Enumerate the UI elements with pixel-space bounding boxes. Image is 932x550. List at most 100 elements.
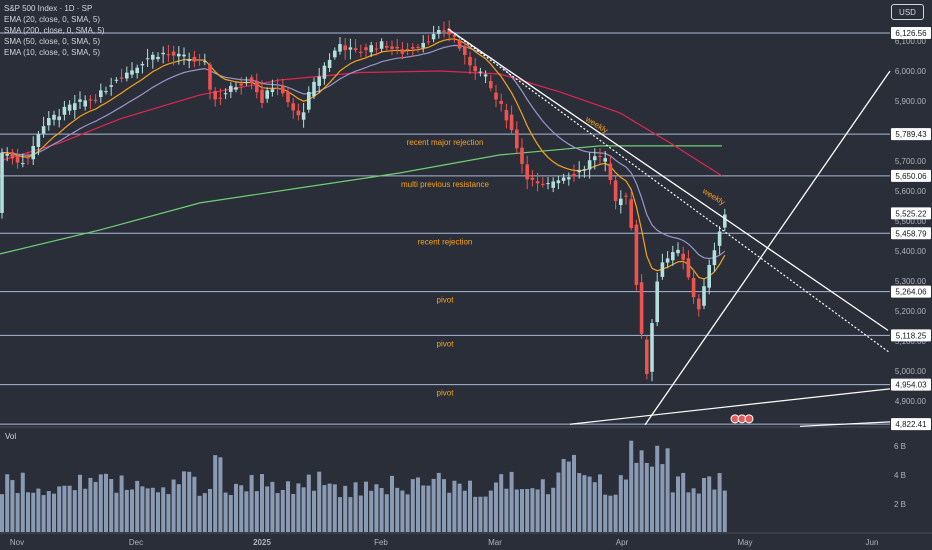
- level-annotation: recent major rejection: [407, 138, 484, 147]
- candle-body: [463, 46, 467, 55]
- volume-bar: [410, 479, 415, 532]
- candle-body: [239, 83, 243, 86]
- candle-body: [192, 56, 197, 62]
- volume-bar: [280, 489, 285, 532]
- volume-bar: [145, 488, 150, 532]
- volume-bar: [223, 492, 228, 532]
- volume-bar: [364, 481, 368, 532]
- volume-bar: [546, 494, 550, 532]
- candle-body: [234, 87, 238, 90]
- volume-bar: [556, 472, 561, 532]
- volume-bar: [15, 493, 20, 532]
- candle-body: [416, 46, 420, 48]
- candle-body: [442, 30, 446, 32]
- candle-body: [634, 224, 639, 285]
- candle-body: [697, 298, 701, 310]
- candle-body: [343, 45, 347, 51]
- level-badge: [891, 227, 931, 240]
- volume-bar: [639, 450, 644, 532]
- volume-bar: [109, 478, 114, 532]
- volume-tick-label: 6 B: [894, 442, 906, 451]
- sma50-line: [0, 70, 723, 177]
- volume-bar: [150, 487, 155, 532]
- candle-body: [36, 134, 41, 147]
- candle-body: [187, 59, 191, 61]
- candle-body: [603, 158, 607, 162]
- volume-bar: [572, 454, 576, 532]
- volume-bar: [457, 483, 462, 532]
- volume-bar: [275, 493, 280, 532]
- volume-bar: [228, 494, 233, 532]
- volume-bar: [10, 480, 15, 532]
- candle-body: [140, 63, 145, 66]
- candle-body: [52, 114, 56, 120]
- volume-bar: [452, 480, 457, 532]
- volume-bar: [717, 473, 722, 532]
- candle-body: [499, 100, 503, 104]
- candle-body: [468, 56, 472, 66]
- volume-bar: [436, 472, 441, 532]
- volume-bar: [306, 474, 311, 532]
- volume-bar: [384, 494, 389, 532]
- volume-bar: [431, 478, 436, 532]
- candle-body: [317, 76, 321, 86]
- candle-body: [10, 151, 15, 159]
- volume-bar: [535, 489, 540, 532]
- candle-body: [291, 103, 295, 111]
- volume-bar: [26, 492, 30, 532]
- candle-body: [177, 53, 181, 57]
- volume-bar: [78, 474, 82, 532]
- candle-body: [577, 170, 581, 173]
- candle-body: [213, 90, 217, 100]
- candle-body: [286, 91, 290, 103]
- candle-body: [249, 77, 254, 83]
- last-price-badge: [891, 207, 931, 220]
- volume-bar: [624, 479, 628, 532]
- volume-bar: [197, 495, 202, 532]
- volume-bar: [135, 480, 140, 532]
- candle-body: [483, 74, 488, 77]
- candle-body: [608, 163, 613, 180]
- y-tick-label: 5,700.00: [895, 157, 927, 166]
- volume-bar: [676, 476, 680, 532]
- candle-body: [333, 50, 337, 58]
- volume-bar: [46, 491, 51, 532]
- candle-body: [613, 180, 618, 201]
- volume-bar: [208, 488, 212, 532]
- support-line-1: [569, 388, 891, 425]
- candle-body: [21, 163, 25, 165]
- candle-body: [145, 58, 150, 60]
- volume-bar: [41, 495, 46, 532]
- level-badge: [891, 378, 931, 391]
- candle-body: [619, 198, 623, 206]
- volume-bar: [93, 481, 98, 532]
- volume-bar: [608, 495, 613, 532]
- candle-body: [379, 41, 384, 49]
- y-tick-label: 5,200.00: [895, 307, 927, 316]
- candle-body: [629, 199, 633, 228]
- support-line-2: [799, 421, 891, 427]
- candle-body: [598, 155, 602, 157]
- ema20-line: [1, 44, 726, 260]
- candle-body: [494, 92, 498, 100]
- volume-bar: [582, 475, 587, 532]
- candle-body: [525, 164, 529, 180]
- volume-bar: [36, 488, 41, 532]
- level-annotation: multi previous resistance: [401, 180, 490, 189]
- volume-bar: [130, 489, 134, 532]
- candle-body: [364, 47, 368, 51]
- candle-body: [405, 49, 410, 51]
- volume-bar: [161, 487, 166, 532]
- volume-bar: [348, 497, 353, 532]
- candle-body: [359, 51, 363, 53]
- volume-bar: [234, 483, 238, 532]
- volume-bar: [390, 475, 394, 532]
- currency-button[interactable]: USD: [891, 4, 924, 20]
- candle-body: [104, 91, 108, 93]
- volume-bar: [540, 479, 545, 532]
- candle-body: [244, 82, 249, 84]
- volume-bar: [104, 473, 108, 532]
- volume-bar: [686, 492, 691, 532]
